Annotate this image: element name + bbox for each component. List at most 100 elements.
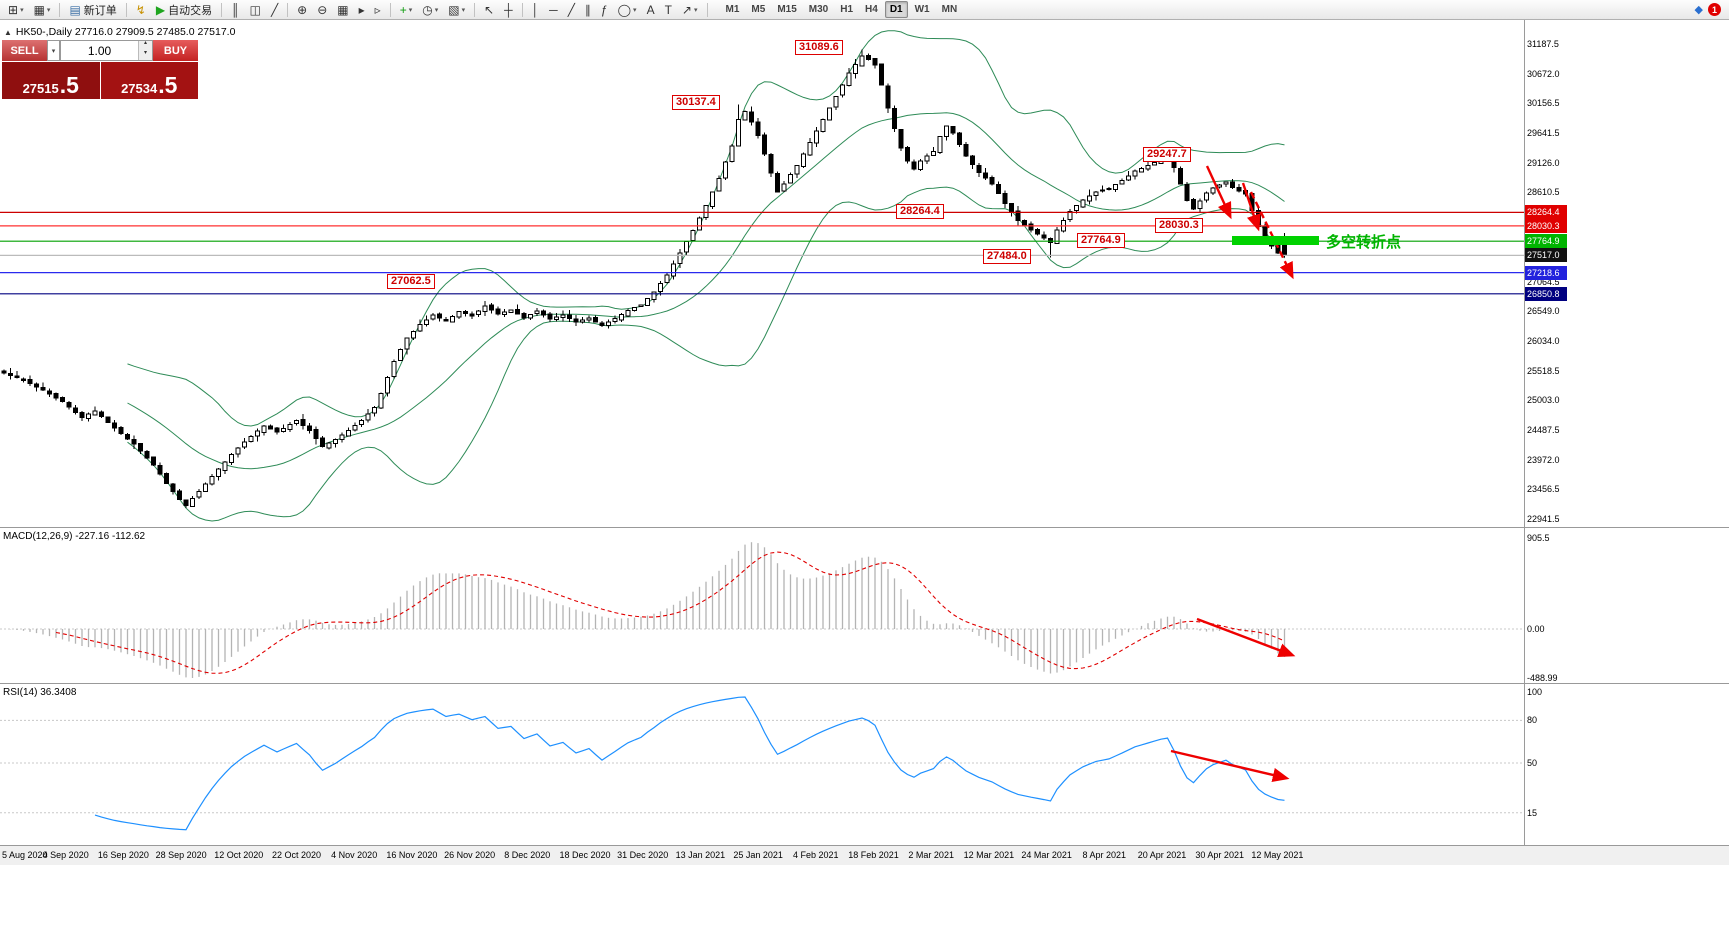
chevron-down-icon: ▾ xyxy=(434,6,439,14)
price-axis-label: 26034.0 xyxy=(1527,335,1560,346)
periods-button[interactable]: ◷ ▾ xyxy=(418,0,442,19)
crosshair-tool-button[interactable]: ┼ xyxy=(500,0,517,19)
timeframe-mn-button[interactable]: MN xyxy=(941,4,958,15)
price-axis-chip: 27517.0 xyxy=(1525,248,1567,263)
bar-chart-type-icon: ║ xyxy=(231,2,240,17)
toolbar-separator xyxy=(287,2,289,17)
channel-tool-button[interactable]: ∥ xyxy=(581,0,595,19)
macd-signal-line xyxy=(55,551,1285,674)
trendline-tool-button[interactable]: ╱ xyxy=(564,0,579,19)
sell-price-button[interactable]: 27515 .5 xyxy=(2,62,100,99)
time-axis[interactable]: 5 Aug 2020 4 Sep 2020 16 Sep 2020 28 Sep 20… xyxy=(0,845,1729,865)
new-chart-button[interactable]: ⊞ ▾ xyxy=(4,0,28,19)
volume-down-icon[interactable]: ▾ xyxy=(139,50,152,60)
timeframe-m15-button[interactable]: M15 xyxy=(777,4,797,15)
new-chart-icon: ⊞ xyxy=(8,2,19,17)
time-axis-label: 13 Jan 2021 xyxy=(675,850,726,860)
rsi-svg[interactable] xyxy=(0,684,1729,846)
line-chart-type-icon: ╱ xyxy=(270,2,279,17)
macd-axis-label: -488.99 xyxy=(1527,673,1558,684)
buy-price-button[interactable]: 27534 .5 xyxy=(100,62,198,99)
main-chart-panel[interactable]: ▲ HK50-,Daily 27716.0 27909.5 27485.0 27… xyxy=(0,20,1729,527)
arrows-tool-button[interactable]: ↗ ▾ xyxy=(678,0,702,19)
toolbar-separator xyxy=(125,2,127,17)
price-axis-label: 31187.5 xyxy=(1527,39,1559,49)
price-axis-label: 24487.5 xyxy=(1527,424,1560,435)
time-axis-label: 25 Jan 2021 xyxy=(733,850,783,860)
autotrading-button[interactable]: ▶ 自动交易 xyxy=(152,0,216,19)
time-axis-label: 12 Mar 2021 xyxy=(963,850,1015,860)
status-icon[interactable]: ◆ xyxy=(1694,4,1703,16)
timeframe-d1-button[interactable]: D1 xyxy=(884,1,908,18)
sell-price-main: 27515 xyxy=(22,81,59,96)
price-axis-label: 29641.5 xyxy=(1527,128,1560,139)
buy-button[interactable]: BUY xyxy=(153,40,198,61)
time-axis-label: 20 Apr 2021 xyxy=(1137,850,1187,860)
candlestick-type-button[interactable]: ◫ xyxy=(246,0,265,19)
rsi-panel[interactable]: RSI(14) 36.3408 100 80 50 15 xyxy=(0,683,1729,845)
volume-input[interactable] xyxy=(61,41,138,60)
arrows-tool-icon: ↗ xyxy=(681,2,692,17)
zoom-out-icon: ⊖ xyxy=(317,2,328,17)
bar-chart-type-button[interactable]: ║ xyxy=(227,0,244,19)
timeframe-m30-button[interactable]: M30 xyxy=(808,4,829,15)
auto-scroll-button[interactable]: ▸ xyxy=(355,0,369,19)
order-mode-dropdown[interactable]: ▾ xyxy=(47,40,60,61)
vline-tool-icon: │ xyxy=(531,2,540,17)
time-axis-label: 8 Dec 2020 xyxy=(504,850,551,860)
volume-up-icon[interactable]: ▴ xyxy=(139,40,152,51)
volume-stepper: ▴ ▾ xyxy=(138,40,152,60)
price-axis-chip: 28030.3 xyxy=(1525,218,1567,233)
new-order-icon: ▤ xyxy=(69,2,81,17)
templates-button[interactable]: ▧ ▾ xyxy=(444,0,469,19)
vline-tool-button[interactable]: │ xyxy=(528,0,544,19)
text-tool-icon: A xyxy=(646,2,655,17)
toolbar-separator xyxy=(474,2,476,17)
timeframe-w1-button[interactable]: W1 xyxy=(914,4,930,15)
timeframe-h4-button[interactable]: H4 xyxy=(865,4,878,15)
trendline-tool-icon: ╱ xyxy=(567,2,575,17)
price-axis-chip: 27764.9 xyxy=(1525,234,1567,249)
time-axis-label: 8 Apr 2021 xyxy=(1082,850,1127,860)
zoom-out-button[interactable]: ⊖ xyxy=(313,0,331,19)
timeframe-h1-button[interactable]: H1 xyxy=(840,4,854,15)
expert-advisors-button[interactable]: ↯ xyxy=(132,0,150,19)
line-chart-type-button[interactable]: ╱ xyxy=(267,0,282,19)
price-axis-label: 30672.0 xyxy=(1527,68,1560,79)
timeframe-m1-button[interactable]: M1 xyxy=(725,4,740,15)
chart-shift-icon: ▹ xyxy=(374,2,381,17)
label-tool-button[interactable]: T xyxy=(661,0,676,19)
indicators-button[interactable]: + ▾ xyxy=(396,0,417,19)
time-axis-label: 18 Dec 2020 xyxy=(559,850,611,860)
shapes-tool-button[interactable]: ◯ ▾ xyxy=(614,0,641,19)
toolbar-separator xyxy=(59,2,61,17)
macd-axis-label: 905.5 xyxy=(1527,533,1550,543)
zoom-in-button[interactable]: ⊕ xyxy=(293,0,311,19)
profiles-button[interactable]: ▦ ▾ xyxy=(30,0,55,19)
macd-svg[interactable] xyxy=(0,528,1729,684)
cursor-tool-button[interactable]: ↖ xyxy=(480,0,498,19)
notification-badge[interactable]: 1 xyxy=(1708,3,1721,16)
timeframe-m5-button[interactable]: M5 xyxy=(751,4,766,15)
toolbar-separator xyxy=(389,2,391,17)
rsi-label: RSI(14) 36.3408 xyxy=(3,687,77,698)
cursor-tool-icon: ↖ xyxy=(484,2,495,17)
new-order-button[interactable]: ▤ 新订单 xyxy=(65,0,120,19)
price-axis-label: 29126.0 xyxy=(1527,157,1560,168)
profiles-icon: ▦ xyxy=(33,2,45,17)
macd-panel[interactable]: MACD(12,26,9) -227.16 -112.62 905.5 0.00 -… xyxy=(0,527,1729,683)
one-click-panel-toggle-icon[interactable]: ▲ xyxy=(4,27,12,37)
sell-button[interactable]: SELL xyxy=(2,40,47,61)
chart-shift-button[interactable]: ▹ xyxy=(371,0,385,19)
price-chart-svg[interactable] xyxy=(0,20,1729,527)
tile-windows-button[interactable]: ▦ xyxy=(333,0,352,19)
chevron-down-icon: ▾ xyxy=(46,6,51,14)
fibonacci-tool-button[interactable]: ƒ xyxy=(597,0,612,19)
chevron-down-icon: ▾ xyxy=(461,6,466,14)
time-axis-label: 12 Oct 2020 xyxy=(214,850,264,860)
time-axis-label: 16 Nov 2020 xyxy=(386,850,438,860)
bollinger-upper-band xyxy=(127,30,1285,427)
hline-tool-button[interactable]: ─ xyxy=(545,0,562,19)
price-axis-label: 23456.5 xyxy=(1527,484,1560,495)
text-tool-button[interactable]: A xyxy=(643,0,659,19)
